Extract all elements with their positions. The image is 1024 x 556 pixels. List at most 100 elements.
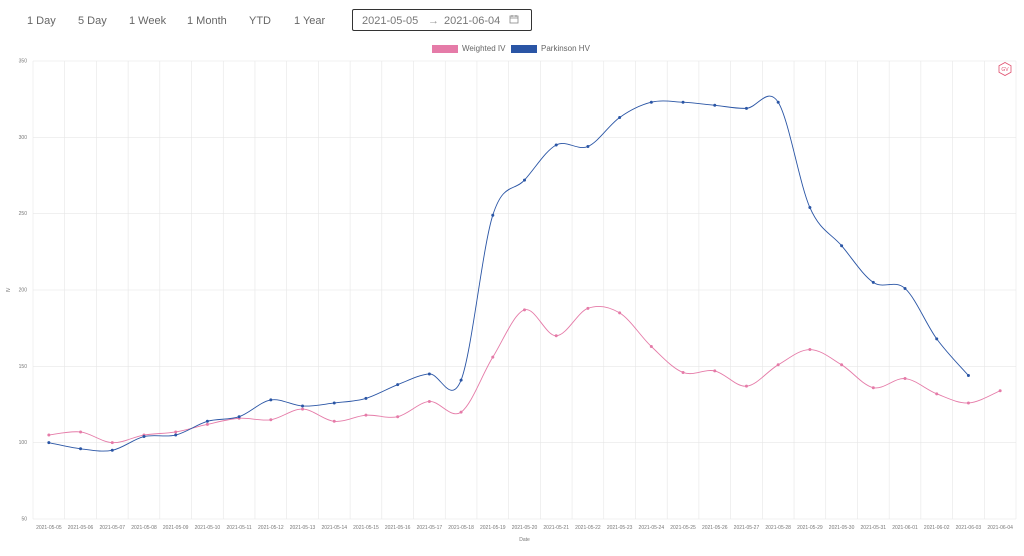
chart-legend: Weighted IV Parkinson HV: [0, 44, 1024, 58]
data-point-parkinson-hv: [269, 398, 273, 402]
x-tick-label: 2021-05-16: [385, 525, 411, 531]
x-tick-label: 2021-05-09: [163, 525, 189, 531]
x-tick-label: 2021-05-11: [227, 525, 252, 531]
data-point-weighted-iv: [174, 430, 178, 434]
logo-text: GV: [1001, 67, 1009, 73]
data-point-parkinson-hv: [427, 372, 431, 376]
data-point-parkinson-hv: [871, 280, 875, 284]
x-tick-label: 2021-05-23: [607, 525, 633, 531]
x-tick-label: 2021-05-08: [131, 525, 157, 531]
data-point-weighted-iv: [808, 348, 812, 352]
x-tick-label: 2021-06-02: [924, 525, 950, 531]
data-point-parkinson-hv: [491, 213, 495, 217]
data-point-parkinson-hv: [523, 178, 526, 182]
data-point-weighted-iv: [744, 384, 748, 388]
data-point-weighted-iv: [554, 334, 558, 338]
data-point-parkinson-hv: [332, 401, 336, 405]
legend-swatch-weighted-iv: [432, 45, 458, 53]
data-point-weighted-iv: [840, 363, 844, 367]
x-tick-label: 2021-05-21: [543, 525, 569, 531]
legend-label-parkinson-hv[interactable]: Parkinson HV: [541, 44, 590, 53]
range-5-day-button[interactable]: 5 Day: [78, 15, 107, 27]
data-point-parkinson-hv: [396, 383, 400, 387]
x-tick-label: 2021-05-05: [36, 525, 62, 531]
range-ytd-button[interactable]: YTD: [249, 15, 271, 27]
data-point-weighted-iv: [523, 308, 526, 312]
range-1-week-button[interactable]: 1 Week: [129, 15, 167, 27]
data-point-parkinson-hv: [776, 100, 780, 104]
y-tick-label: 200: [19, 288, 28, 294]
x-tick-label: 2021-05-06: [68, 525, 94, 531]
data-point-weighted-iv: [776, 363, 780, 367]
data-point-weighted-iv: [396, 415, 400, 419]
start-date-input[interactable]: 2021-05-05: [362, 15, 419, 27]
data-point-weighted-iv: [935, 392, 939, 396]
data-point-weighted-iv: [427, 399, 431, 403]
data-point-parkinson-hv: [110, 448, 114, 452]
data-point-parkinson-hv: [205, 419, 209, 423]
toolbar: 1 Day 5 Day 1 Week 1 Month YTD 1 Year 20…: [0, 0, 1024, 44]
x-tick-label: 2021-05-30: [829, 525, 855, 531]
data-point-parkinson-hv: [364, 396, 368, 400]
x-tick-label: 2021-05-31: [861, 525, 887, 531]
data-point-parkinson-hv: [649, 100, 653, 104]
data-point-weighted-iv: [364, 413, 368, 417]
x-tick-label: 2021-05-13: [290, 525, 316, 531]
data-point-parkinson-hv: [744, 106, 748, 110]
data-point-parkinson-hv: [681, 100, 685, 104]
data-point-weighted-iv: [110, 441, 114, 445]
x-tick-label: 2021-05-24: [639, 525, 665, 531]
x-tick-label: 2021-05-07: [99, 525, 125, 531]
data-point-weighted-iv: [903, 377, 907, 381]
data-point-weighted-iv: [998, 389, 1002, 393]
x-tick-label: 2021-05-29: [797, 525, 823, 531]
data-point-parkinson-hv: [301, 404, 305, 408]
data-point-weighted-iv: [332, 419, 336, 423]
x-tick-label: 2021-06-01: [892, 525, 918, 531]
x-tick-label: 2021-05-25: [670, 525, 696, 531]
data-point-parkinson-hv: [840, 244, 844, 248]
y-tick-label: 100: [19, 440, 28, 446]
x-tick-label: 2021-05-27: [734, 525, 760, 531]
range-1-day-button[interactable]: 1 Day: [27, 15, 56, 27]
range-1-month-button[interactable]: 1 Month: [187, 15, 227, 27]
x-tick-label: 2021-05-28: [765, 525, 791, 531]
y-axis-title: IV: [6, 287, 12, 292]
x-tick-label: 2021-05-10: [195, 525, 221, 531]
x-tick-label: 2021-05-26: [702, 525, 728, 531]
date-range-picker[interactable]: 2021-05-05 → 2021-06-04: [352, 9, 532, 31]
data-point-parkinson-hv: [174, 433, 178, 437]
x-tick-label: 2021-05-12: [258, 525, 284, 531]
y-tick-label: 350: [19, 59, 28, 65]
legend-label-weighted-iv[interactable]: Weighted IV: [462, 44, 506, 53]
y-tick-label: 50: [21, 517, 27, 523]
data-point-parkinson-hv: [713, 103, 717, 107]
x-tick-label: 2021-06-04: [987, 525, 1013, 531]
data-point-weighted-iv: [649, 344, 653, 348]
data-point-weighted-iv: [79, 430, 83, 434]
x-tick-label: 2021-05-20: [512, 525, 538, 531]
gv-logo: GV: [998, 62, 1012, 76]
calendar-icon[interactable]: [509, 14, 519, 27]
data-point-weighted-iv: [301, 407, 305, 411]
date-range-arrow: →: [428, 15, 439, 27]
range-1-year-button[interactable]: 1 Year: [294, 15, 326, 27]
x-tick-label: 2021-05-18: [448, 525, 474, 531]
data-point-weighted-iv: [47, 433, 51, 437]
data-point-parkinson-hv: [142, 435, 146, 439]
data-point-weighted-iv: [681, 370, 685, 374]
y-tick-label: 300: [19, 135, 28, 141]
end-date-input[interactable]: 2021-06-04: [444, 15, 501, 27]
x-tick-label: 2021-05-19: [480, 525, 506, 531]
data-point-weighted-iv: [491, 355, 495, 359]
data-point-parkinson-hv: [586, 144, 590, 148]
data-point-weighted-iv: [618, 311, 622, 315]
data-point-parkinson-hv: [618, 115, 622, 119]
x-tick-label: 2021-05-17: [417, 525, 443, 531]
data-point-parkinson-hv: [903, 286, 907, 290]
data-point-weighted-iv: [713, 369, 717, 373]
data-point-parkinson-hv: [237, 415, 241, 419]
legend-swatch-parkinson-hv: [511, 45, 537, 53]
data-point-parkinson-hv: [459, 378, 463, 382]
